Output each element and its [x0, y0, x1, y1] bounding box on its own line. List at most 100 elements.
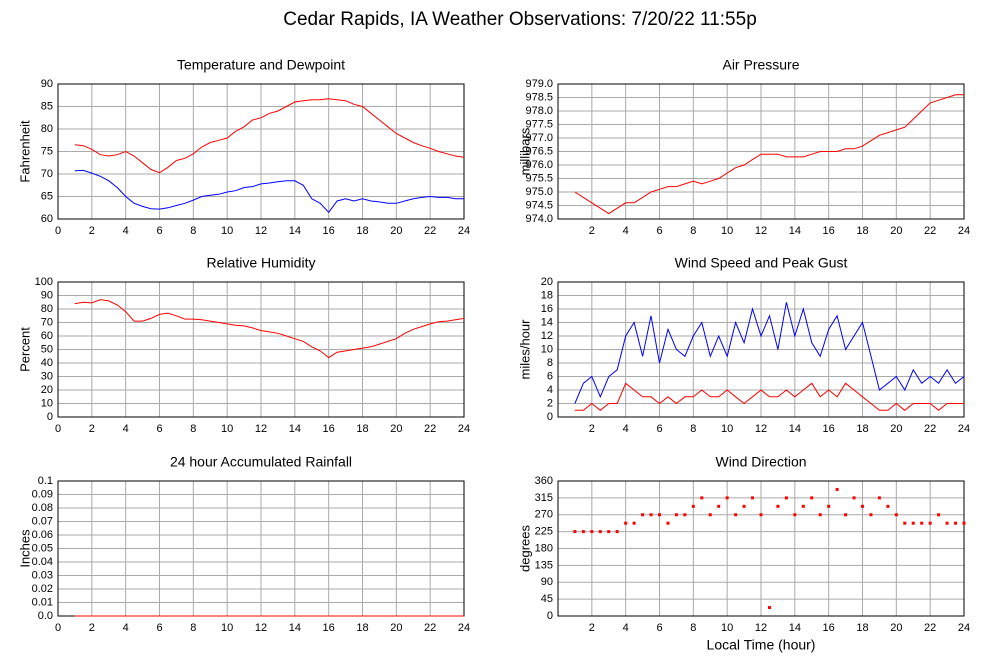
scatter-point	[776, 504, 780, 508]
x-tick-label: 12	[255, 622, 267, 634]
panel-title: 24 hour Accumulated Rainfall	[170, 454, 352, 470]
scatter-point	[700, 496, 704, 500]
panel-title: Relative Humidity	[207, 255, 316, 271]
x-tick-label: 24	[958, 225, 970, 237]
x-tick-label: 10	[721, 423, 733, 435]
x-tick-label: 22	[924, 423, 936, 435]
scatter-point	[835, 487, 839, 491]
scatter-point	[598, 530, 602, 534]
scatter-point	[573, 530, 577, 534]
x-tick-label: 24	[958, 622, 970, 634]
scatter-point	[827, 504, 831, 508]
series-line	[574, 94, 964, 215]
scatter-point	[954, 521, 958, 525]
y-tick-label: 979.0	[525, 78, 553, 90]
y-tick-label: 0	[547, 411, 553, 423]
scatter-point	[751, 496, 755, 500]
panel-title: Air Pressure	[722, 57, 799, 73]
x-tick-label: 22	[424, 225, 436, 237]
y-tick-label: 225	[535, 526, 553, 538]
y-tick-label: 65	[41, 190, 53, 202]
x-tick-label: 16	[823, 622, 835, 634]
x-tick-label: 12	[255, 423, 267, 435]
panel-title: Temperature and Dewpoint	[177, 57, 345, 73]
x-tick-label: 22	[424, 423, 436, 435]
y-tick-label: 0	[547, 610, 553, 622]
x-tick-label: 20	[890, 225, 902, 237]
scatter-point	[810, 496, 814, 500]
y-tick-label: 60	[41, 213, 53, 225]
y-tick-label: 50	[41, 343, 53, 355]
x-tick-label: 2	[589, 423, 595, 435]
x-tick-label: 14	[789, 423, 801, 435]
scatter-point	[674, 513, 678, 517]
x-tick-label: 4	[123, 622, 129, 634]
x-tick-label: 4	[623, 225, 629, 237]
x-tick-label: 10	[721, 225, 733, 237]
x-tick-label: 4	[123, 423, 129, 435]
scatter-point	[852, 496, 856, 500]
x-tick-label: 14	[289, 225, 301, 237]
y-tick-label: 85	[41, 100, 53, 112]
x-tick-label: 12	[255, 225, 267, 237]
x-tick-label: 8	[690, 225, 696, 237]
y-tick-label: 30	[41, 370, 53, 382]
series-line	[574, 302, 965, 404]
x-tick-label: 16	[323, 423, 335, 435]
scatter-point	[928, 521, 932, 525]
x-tick-label: 10	[721, 622, 733, 634]
x-tick-label: 8	[190, 225, 196, 237]
y-tick-label: 4	[547, 384, 553, 396]
scatter-point	[683, 513, 687, 517]
series-line	[74, 169, 464, 214]
x-tick-label: 0	[55, 622, 61, 634]
scatter-point	[945, 521, 949, 525]
plot-frame	[557, 281, 965, 418]
x-tick-label: 8	[190, 423, 196, 435]
scatter-point	[734, 513, 738, 517]
x-tick-label: 6	[656, 423, 662, 435]
y-axis-label: Fahrenheit	[17, 120, 32, 183]
scatter-point	[877, 496, 881, 500]
y-tick-label: 315	[535, 492, 553, 504]
y-tick-label: 14	[541, 316, 553, 328]
y-tick-label: 10	[41, 397, 53, 409]
x-tick-label: 6	[156, 622, 162, 634]
y-tick-label: 12	[541, 330, 553, 342]
x-tick-label: 24	[458, 622, 470, 634]
y-tick-label: 90	[41, 78, 53, 90]
x-tick-label: 20	[390, 225, 402, 237]
x-tick-label: 20	[890, 622, 902, 634]
y-tick-label: 360	[535, 475, 553, 487]
y-tick-label: 45	[541, 593, 553, 605]
scatter-point	[581, 530, 585, 534]
x-tick-label: 8	[190, 622, 196, 634]
x-tick-label: 18	[356, 423, 368, 435]
series-line	[74, 98, 465, 174]
scatter-point	[793, 513, 797, 517]
scatter-point	[759, 513, 763, 517]
x-tick-label: 16	[323, 225, 335, 237]
scatter-point	[962, 521, 966, 525]
scatter-point	[767, 606, 771, 610]
scatter-point	[615, 530, 619, 534]
x-tick-label: 10	[221, 423, 233, 435]
y-tick-label: 977.0	[525, 132, 553, 144]
x-tick-label: 14	[789, 225, 801, 237]
y-tick-label: 60	[41, 330, 53, 342]
y-axis-label: millibars	[517, 127, 532, 175]
y-tick-label: 80	[41, 123, 53, 135]
y-tick-label: 70	[41, 168, 53, 180]
y-axis-label: Percent	[17, 327, 32, 372]
x-tick-label: 12	[755, 225, 767, 237]
panel-title: Wind Direction	[715, 454, 806, 470]
x-tick-label: 18	[856, 423, 868, 435]
y-tick-label: 0.1	[38, 475, 53, 487]
y-tick-label: 100	[35, 276, 53, 288]
scatter-point	[590, 530, 594, 534]
y-tick-label: 6	[547, 370, 553, 382]
y-tick-label: 90	[41, 289, 53, 301]
scatter-point	[911, 521, 915, 525]
x-tick-label: 24	[458, 423, 470, 435]
y-tick-label: 8	[547, 357, 553, 369]
